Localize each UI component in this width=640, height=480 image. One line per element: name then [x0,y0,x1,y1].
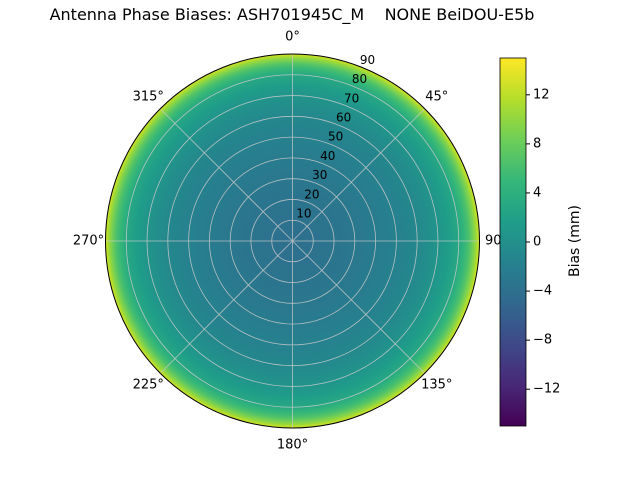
radial-tick-label: 70 [344,91,359,105]
polar-spine [105,53,480,429]
colorbar-tick-label: 8 [533,136,541,151]
theta-tick-label: 180° [277,438,308,453]
theta-tick-label: 225° [133,378,164,393]
radial-tick-labels: 10 20 30 40 50 60 70 80 90 [296,53,375,221]
radial-tick-label: 60 [336,111,351,125]
theta-tick-label: 0° [285,30,300,45]
theta-tick-label: 135° [421,378,452,393]
colorbar: 12 8 4 0 −4 −8 −12 Bias (mm) [499,57,583,427]
colorbar-tick-label: 4 [533,185,541,200]
colorbar-tick-label: −8 [533,333,552,348]
colorbar-tick-label: −4 [533,284,552,299]
radial-tick-label: 50 [328,130,343,144]
radial-tick-label: 90 [360,53,375,67]
colorbar-tick-label: −12 [533,382,560,397]
colorbar-gradient [499,57,527,427]
radial-tick-label: 20 [304,187,319,201]
colorbar-tick-label: 12 [533,87,550,102]
chart-title: Antenna Phase Biases: ASH701945C_M NONE … [49,5,535,24]
theta-tick-label: 45° [425,89,448,104]
colorbar-axis-label: Bias (mm) [567,205,583,277]
radial-tick-label: 80 [352,72,367,86]
radial-tick-label: 30 [312,168,327,182]
theta-tick-label: 270° [73,234,104,249]
polar-grid [105,53,480,429]
colorbar-tick-label: 0 [533,235,541,250]
radial-tick-label: 10 [296,206,311,220]
radial-tick-label: 40 [320,149,335,163]
theta-tick-label: 315° [133,89,164,104]
